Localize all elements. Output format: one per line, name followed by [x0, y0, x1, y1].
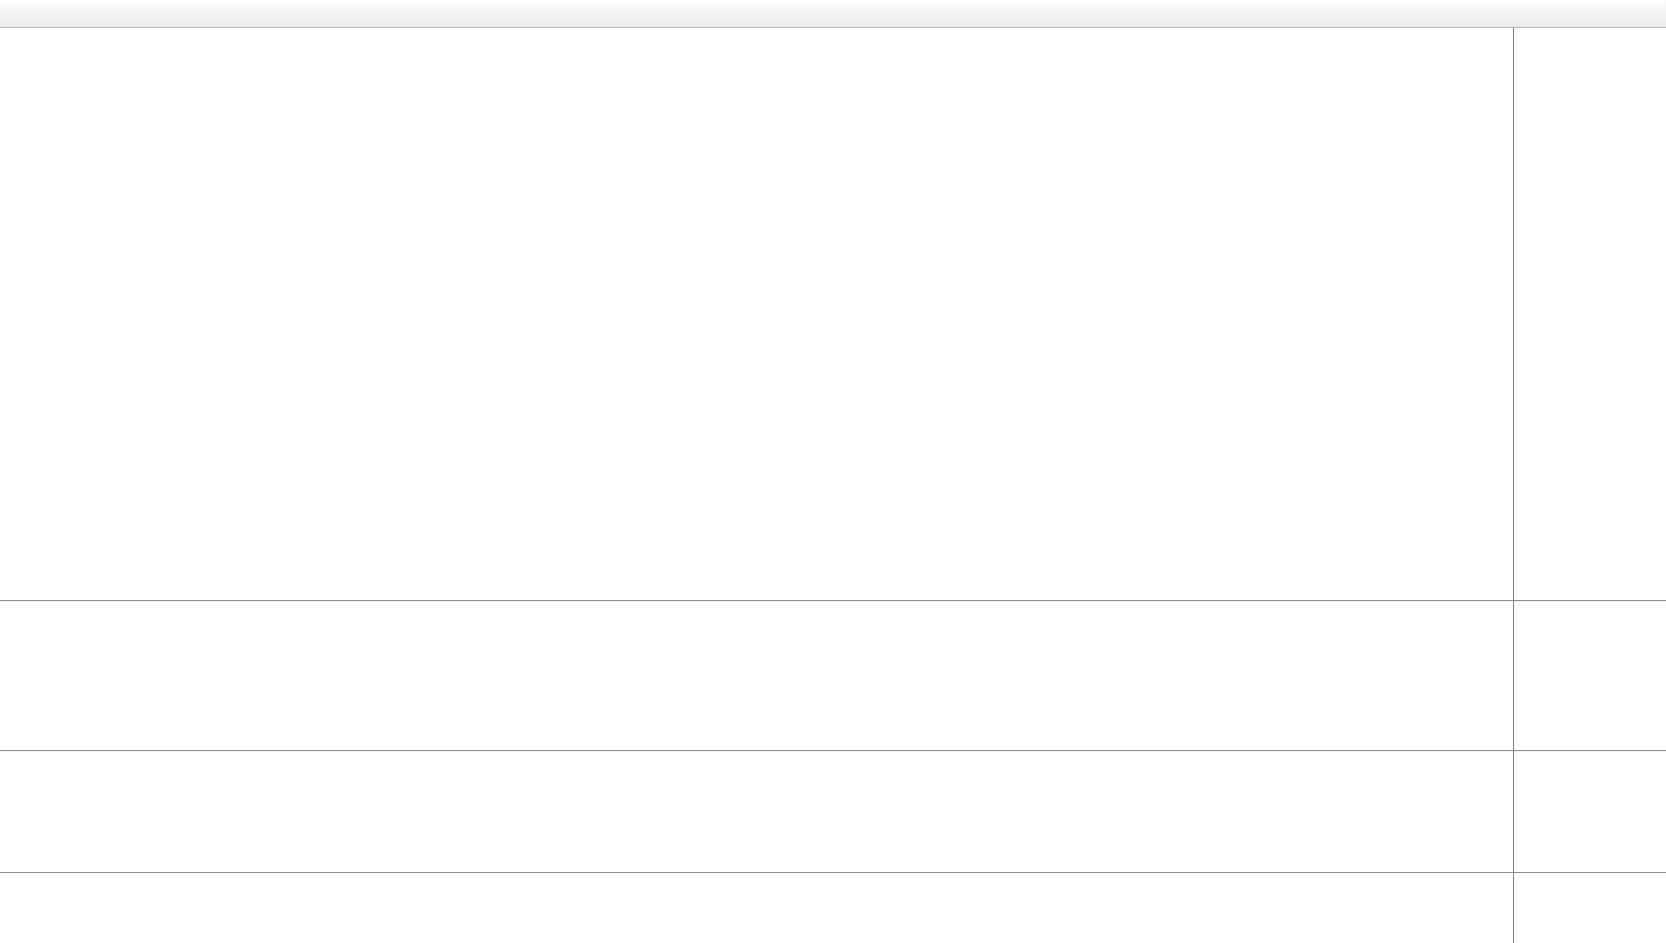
main-toolbar: [0, 0, 1666, 28]
rsi-canvas[interactable]: [0, 752, 1513, 872]
panel-separator[interactable]: [0, 750, 1666, 752]
chart-symbol-label: [6, 32, 16, 44]
panel-separator[interactable]: [0, 600, 1666, 602]
macd-label: [5, 605, 20, 617]
macd-canvas[interactable]: [0, 602, 1513, 750]
time-axis[interactable]: [0, 872, 1666, 898]
rsi-panel[interactable]: [0, 752, 1513, 872]
price-axis[interactable]: [1513, 28, 1666, 943]
rsi-label: [5, 755, 15, 767]
price-chart-canvas[interactable]: [0, 28, 1513, 600]
macd-panel[interactable]: [0, 602, 1513, 750]
price-chart-panel[interactable]: [0, 28, 1513, 600]
chart-workspace: [0, 28, 1666, 943]
